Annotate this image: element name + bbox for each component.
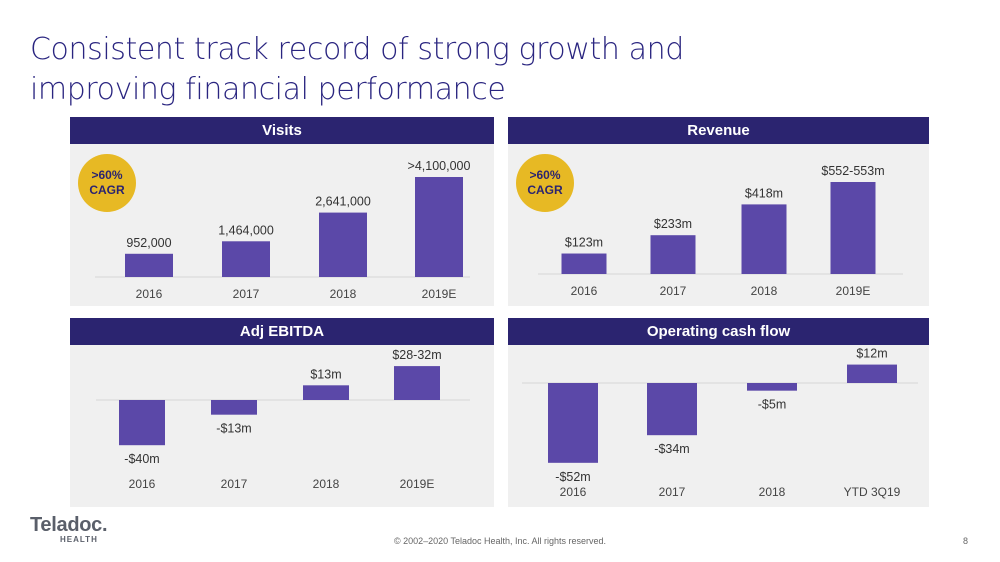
- revenue-bar-2016: [561, 253, 607, 274]
- cashflow-value-label: -$34m: [654, 442, 689, 456]
- visits-bar-2016: [125, 253, 173, 277]
- visits-value-label: 952,000: [126, 236, 171, 250]
- visits-category-label: 2017: [233, 287, 260, 301]
- logo-wordmark: Teladoc.: [30, 514, 108, 536]
- revenue-panel-header: Revenue: [508, 117, 929, 144]
- visits-category-label: 2018: [330, 287, 357, 301]
- cashflow-bar-2017: [647, 383, 697, 436]
- visits-badge-percent: >60%: [91, 168, 123, 182]
- ebitda-bar-2018: [303, 385, 349, 400]
- visits-panel-header: Visits: [70, 117, 494, 144]
- title-line-2: improving financial performance: [30, 72, 506, 107]
- title-line-1: Consistent track record of strong growth…: [30, 32, 684, 67]
- revenue-value-label: $123m: [565, 236, 603, 250]
- cashflow-category-label: YTD 3Q19: [844, 485, 901, 499]
- visits-badge-cagr: CAGR: [89, 183, 125, 197]
- visits-category-label: 2016: [136, 287, 163, 301]
- revenue-category-label: 2019E: [836, 284, 871, 298]
- revenue-bar-2018: [741, 204, 787, 274]
- ebitda-value-label: -$13m: [216, 422, 251, 436]
- revenue-value-label: $233m: [654, 217, 692, 231]
- revenue-bar-2019e: [830, 182, 876, 274]
- visits-bar-2018: [319, 212, 367, 277]
- visits-cagr-badge: >60% CAGR: [78, 154, 136, 212]
- visits-bar-2017: [222, 241, 270, 277]
- visits-bar-2019e: [415, 177, 463, 277]
- revenue-value-label: $552-553m: [821, 164, 884, 178]
- revenue-badge-percent: >60%: [529, 168, 561, 182]
- page-number: 8: [962, 536, 968, 546]
- cashflow-value-label: $12m: [856, 347, 887, 361]
- visits-chart: 952,000 2016 1,464,000 2017 2,641,000 2018 >4,…: [95, 159, 471, 301]
- cashflow-panel-header: Operating cash flow: [508, 318, 929, 345]
- cashflow-bar-2018: [747, 383, 797, 391]
- revenue-panel: Revenue >60% CAGR $123m 2016 $233m 2017 $418…: [508, 117, 929, 306]
- cashflow-bar-2016: [548, 383, 598, 463]
- ebitda-value-label: -$40m: [124, 452, 159, 466]
- revenue-chart: $123m 2016 $233m 2017 $418m 2018 $552-553m 2019…: [538, 164, 903, 298]
- revenue-bar-2017: [650, 235, 696, 274]
- visits-value-label: 2,641,000: [315, 195, 371, 209]
- ebitda-category-label: 2016: [129, 477, 156, 491]
- cashflow-category-label: 2016: [560, 485, 587, 499]
- copyright-text: © 2002–2020 Teladoc Health, Inc. All rig…: [393, 536, 607, 546]
- revenue-badge-cagr: CAGR: [527, 183, 563, 197]
- visits-panel: Visits >60% CAGR 952,000 2016 1,464,000 201…: [70, 117, 494, 306]
- cashflow-bar-ytd-3q19: [847, 364, 897, 383]
- teladoc-logo: Teladoc. HEALTH: [30, 514, 108, 544]
- visits-category-label: 2019E: [422, 287, 457, 301]
- revenue-value-label: $418m: [745, 186, 783, 200]
- revenue-category-label: 2018: [751, 284, 778, 298]
- cashflow-value-label: -$5m: [758, 398, 786, 412]
- revenue-category-label: 2017: [660, 284, 687, 298]
- page-title: Consistent track record of strong growth…: [30, 30, 790, 110]
- ebitda-chart: -$40m 2016 -$13m 2017 $13m 2018 $28-32m 2019E: [96, 348, 470, 491]
- ebitda-bar-2017: [211, 400, 257, 415]
- ebitda-category-label: 2019E: [400, 477, 435, 491]
- ebitda-panel-header: Adj EBITDA: [70, 318, 494, 345]
- ebitda-panel: Adj EBITDA -$40m 2016 -$13m 2017 $13m 2018 $28…: [70, 318, 494, 507]
- ebitda-bar-2019e: [394, 366, 440, 400]
- cashflow-value-label: -$52m: [555, 470, 590, 484]
- ebitda-category-label: 2018: [313, 477, 340, 491]
- ebitda-value-label: $13m: [310, 367, 341, 381]
- cashflow-category-label: 2018: [759, 485, 786, 499]
- ebitda-bar-2016: [119, 400, 165, 446]
- revenue-cagr-badge: >60% CAGR: [516, 154, 574, 212]
- visits-value-label: 1,464,000: [218, 223, 274, 237]
- ebitda-category-label: 2017: [221, 477, 248, 491]
- visits-value-label: >4,100,000: [408, 159, 471, 173]
- logo-subtitle: HEALTH: [60, 535, 98, 544]
- cashflow-category-label: 2017: [659, 485, 686, 499]
- revenue-category-label: 2016: [571, 284, 598, 298]
- ebitda-value-label: $28-32m: [392, 348, 441, 362]
- cashflow-panel: Operating cash flow -$52m 2016 -$34m 2017 -$…: [508, 318, 929, 507]
